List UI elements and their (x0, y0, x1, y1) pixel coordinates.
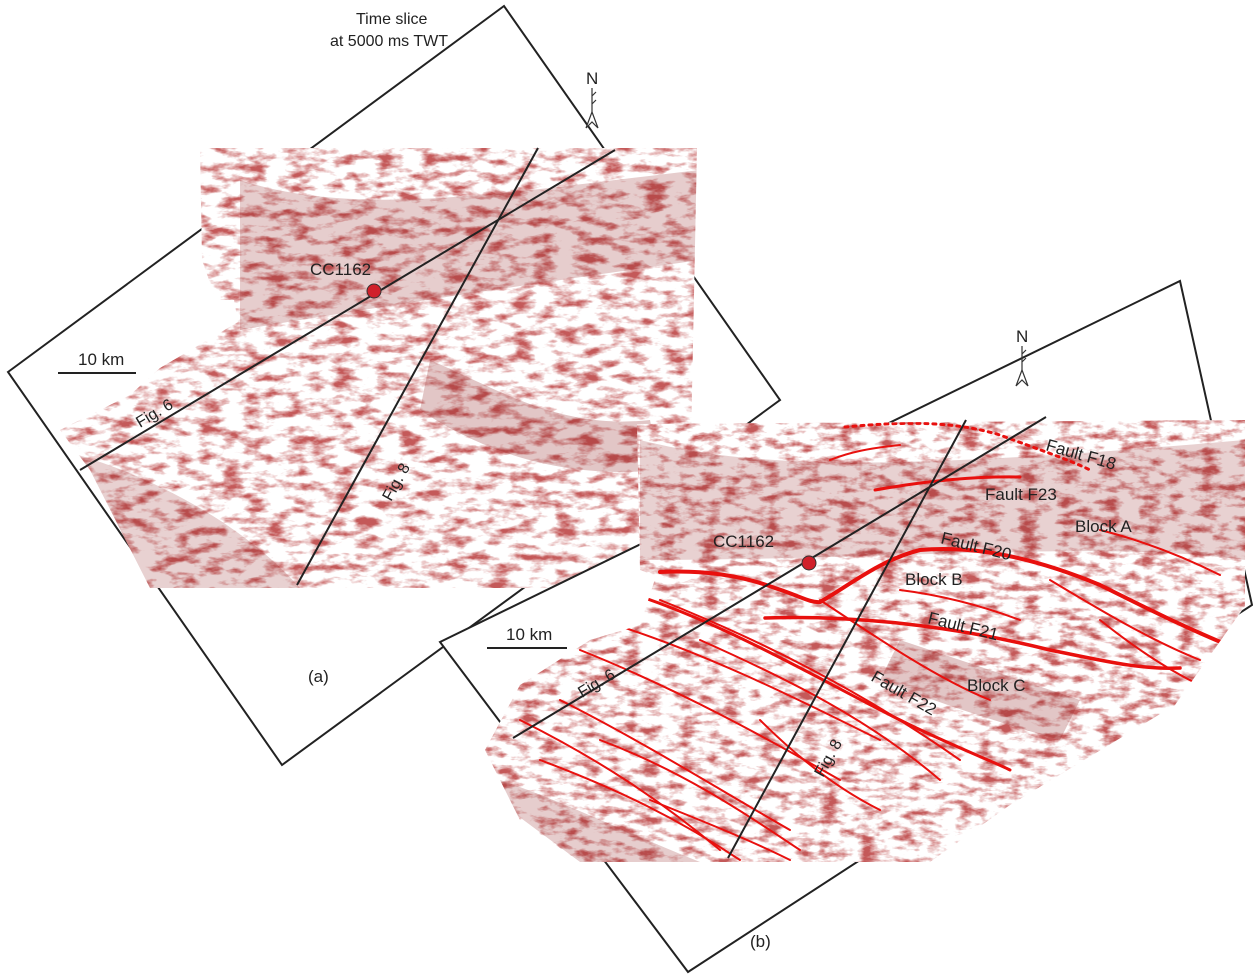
panel-a-label: (a) (308, 667, 329, 686)
panel-b-label: (b) (750, 932, 771, 951)
panel-b: CC1162 N 10 km Fig. 6 Fig. 8 Fault F18 F… (438, 279, 1253, 974)
panel-a-line-fig6 (79, 149, 616, 471)
panel-a-well-label: CC1162 (310, 260, 371, 279)
fault-f23-label: Fault F23 (985, 485, 1057, 504)
block-b-label: Block B (905, 570, 963, 589)
panel-b-line-fig6 (512, 416, 1047, 739)
fault-f18-trace (843, 421, 1092, 472)
panel-a-line-fig8 (296, 147, 539, 586)
panel-b-line-fig8 (727, 419, 967, 859)
block-c-label: Block C (967, 676, 1026, 695)
svg-text:N: N (1016, 327, 1028, 346)
fault-f21-trace (763, 615, 1182, 671)
title-line-1: Time slice (356, 11, 428, 28)
panel-a-well-marker (366, 283, 382, 299)
panel-b-scale-label: 10 km (506, 625, 552, 644)
panel-a-north-arrow-icon: N (585, 69, 599, 129)
title-line-2: at 5000 ms TWT (330, 33, 448, 50)
panel-a-scale-label: 10 km (78, 350, 124, 369)
panel-b-well-label: CC1162 (713, 532, 774, 551)
fault-f22-trace (618, 588, 1012, 772)
panel-b-north-arrow-icon: N (1015, 327, 1029, 387)
svg-text:N: N (586, 69, 598, 88)
block-a-label: Block A (1075, 517, 1132, 536)
fault-f23-trace (873, 475, 1022, 492)
panel-b-well-marker (801, 555, 817, 571)
panel-b-fault-traces (519, 421, 1242, 861)
